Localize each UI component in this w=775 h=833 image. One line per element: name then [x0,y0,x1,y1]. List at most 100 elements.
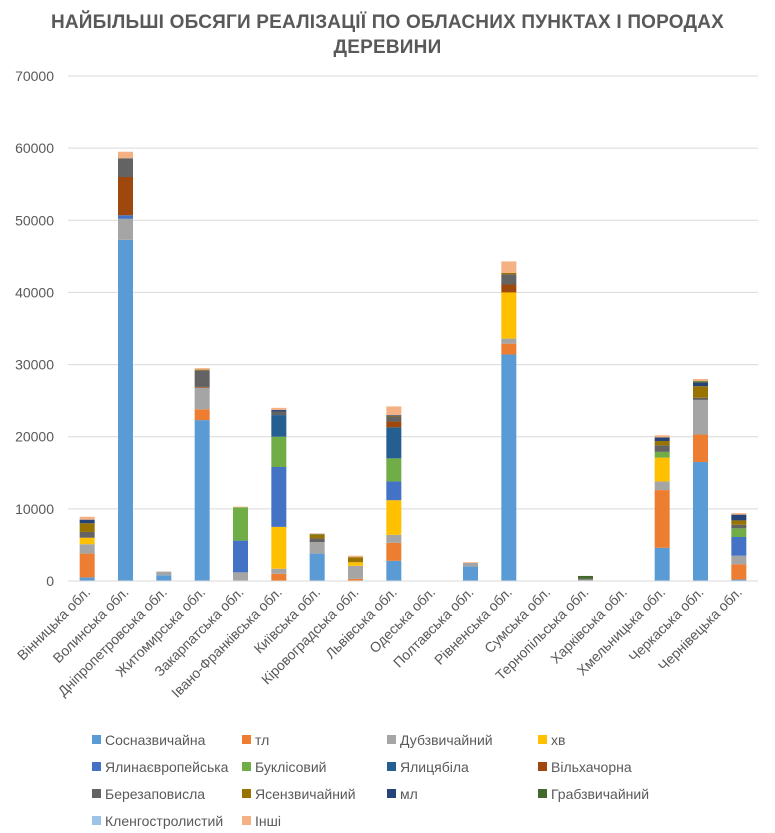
legend-swatch [92,762,101,771]
bar-segment [693,434,708,462]
bar-segment [386,415,402,416]
bar-segment [386,542,402,561]
bar-segment [118,158,133,177]
bar-segment [194,387,210,410]
bar-segment [731,536,747,556]
legend-item: Ялицябіла [387,759,469,775]
legend-item: Грабзвичайний [538,786,649,802]
bar-segment [386,560,402,581]
legend-label: Ялицябіла [400,759,469,775]
bar-segment [348,557,363,563]
bar-segment [118,218,133,240]
bar-segment [309,534,325,535]
legend-label: тл [255,732,270,748]
legend-item: Ялинаєвропейська [92,759,228,775]
bar-segment [501,354,517,581]
bar-segment [578,578,593,580]
bar-segment [463,562,478,567]
chart-title: НАЙБІЛЬШІ ОБСЯГИ РЕАЛІЗАЦІЇ ПО ОБЛАСНИХ … [50,12,725,58]
bar-segment [386,415,402,417]
bar-segment [654,481,670,491]
bar-segment [271,526,287,569]
bar-segment [309,542,325,554]
legend-item: Сосназвичайна [92,732,205,748]
bar-segment [463,566,478,581]
bar-segment [233,572,248,581]
bar-segment [501,338,517,344]
bar-segment [731,579,747,581]
bar-segment [271,436,287,468]
legend-label: Вільхачорна [551,759,632,775]
bar-segment [79,516,95,520]
bar-segment [501,292,517,339]
legend-label: Ясензвичайний [255,786,356,802]
bar-segment [501,272,517,275]
bar-segment [348,562,363,566]
legend-item: Березаповисла [92,786,205,802]
bar-segment [233,540,248,573]
legend-swatch [538,735,547,744]
bar-segment [348,555,363,558]
legend-swatch [242,762,251,771]
bar-segment [654,435,670,438]
legend-label: Березаповисла [105,786,206,802]
legend-label: хв [551,732,566,748]
bar-segment [693,382,708,387]
legend-label: Кленгостролистий [105,813,224,829]
bar-segment [386,406,402,416]
bar-segment [578,575,593,579]
bar-segment [194,386,210,388]
legend-item: Кленгостролистий [92,813,223,829]
bar-segment [654,490,670,548]
legend-label: Дубзвичайний [400,732,493,748]
bar-segment [386,421,402,428]
bar-segment [309,553,325,581]
bar-segment [501,261,517,273]
legend-item: тл [242,732,269,748]
bar-segment [693,397,708,400]
bar-segment [233,507,248,541]
legend-swatch [538,789,547,798]
bar-segment [693,461,708,581]
bar-segment [386,500,402,535]
y-tick-label: 70000 [15,68,54,84]
legend-swatch [242,789,251,798]
legend-item: Вільхачорна [538,759,632,775]
bar-segment [118,177,133,216]
bar-segment [79,544,95,554]
y-tick-label: 20000 [15,429,54,445]
bar-segment [156,571,172,576]
bar-segment [693,381,708,383]
bar-segment [386,458,402,482]
bar-segment [194,368,210,370]
bar-segment [731,524,747,529]
bar-segment [501,343,517,355]
bar-segment [654,457,670,482]
bar-segment [693,386,708,398]
legend-label: Буклісовий [255,759,327,775]
bar-segment [79,553,95,578]
bar-segment [348,565,363,579]
bar-segment [309,538,325,543]
legend-item: мл [387,786,418,802]
legend-swatch [92,735,101,744]
bar-segment [693,379,708,382]
legend-item: Буклісовий [242,759,326,775]
bar-segment [654,451,670,458]
legend-swatch [92,816,101,825]
legend-swatch [242,735,251,744]
bar-segment [271,415,287,437]
bar-segment [79,519,95,524]
bar-segment [654,445,670,452]
bar-segment [731,520,747,525]
bar-segment [194,369,210,371]
bar-segment [79,523,95,532]
bar-segment [79,537,95,545]
bar-segment [386,534,402,543]
y-tick-label: 50000 [15,212,54,228]
bar-segment [118,151,133,159]
bar-segment [309,533,325,535]
y-tick-label: 60000 [15,140,54,156]
